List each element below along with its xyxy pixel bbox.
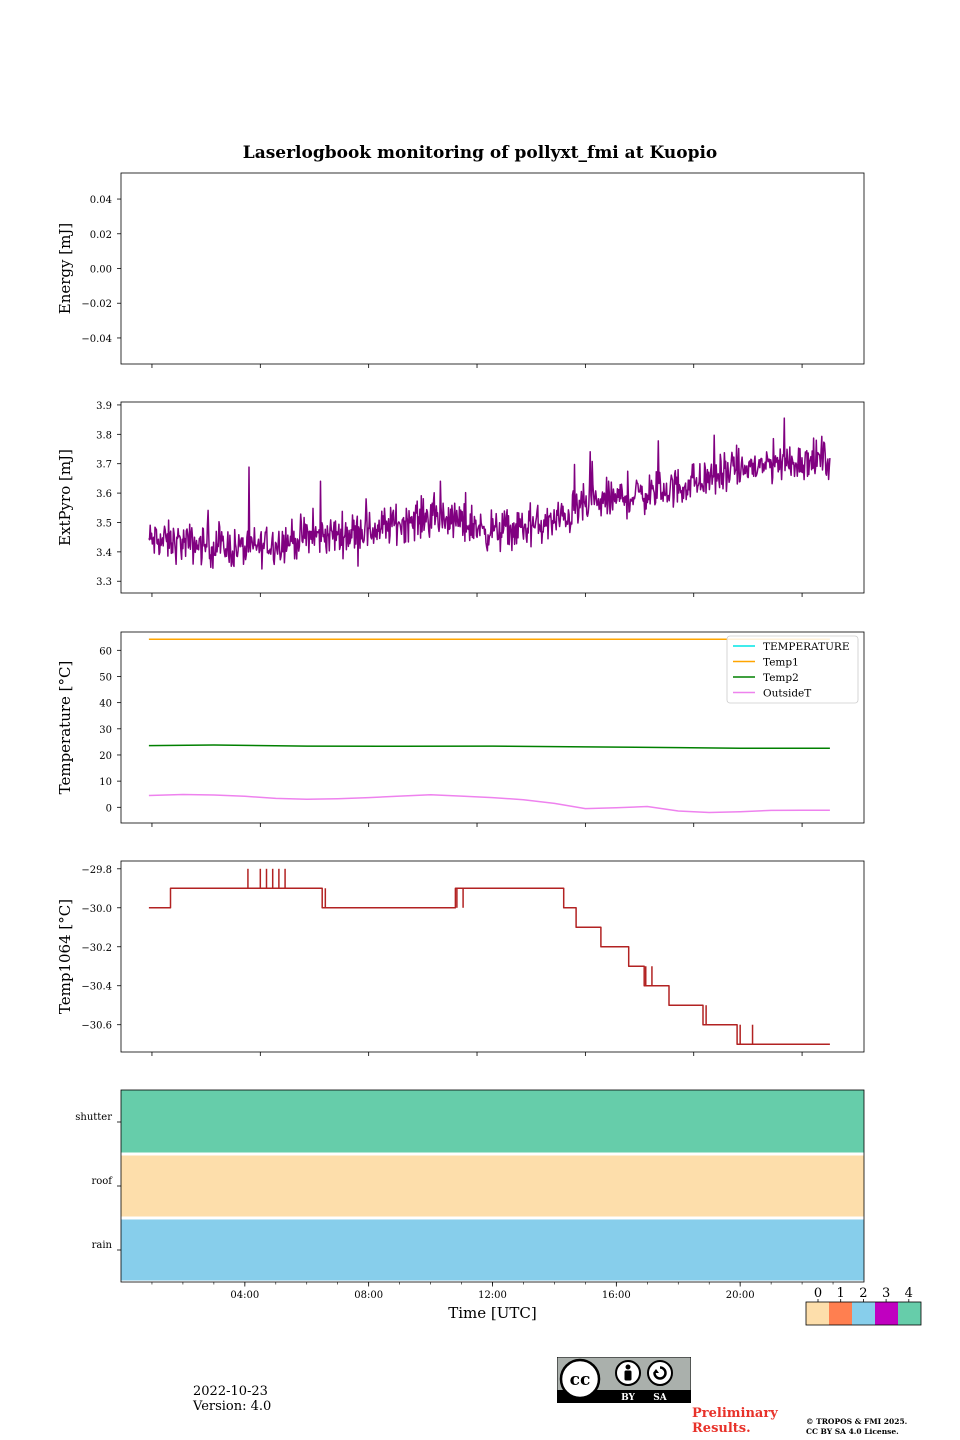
series-line-outsidet (148, 793, 830, 814)
legend-entry: Temp1 (763, 657, 799, 669)
y-tick-label: 3.3 (96, 577, 112, 588)
colorbar-cell (852, 1302, 875, 1325)
cc-logo-text: cc (570, 1370, 591, 1390)
y-tick-label: 60 (99, 646, 112, 657)
panel-3: 0 10 20 30 40 50 60 Temperature [°C] TEMPERATURE… (56, 631, 865, 827)
y-tick-label: 3.6 (96, 489, 112, 500)
copyright-note: © TROPOS & FMI 2025. CC BY SA 4.0 Licens… (806, 1417, 907, 1437)
y-tick-label: 3.4 (96, 548, 112, 559)
plot-frame (120, 860, 865, 1053)
y-tick-label: 3.5 (96, 518, 112, 529)
x-tick-label: 20:00 (726, 1290, 755, 1301)
series-group (148, 868, 830, 1045)
cc-license-badge[interactable]: cc BY SA (557, 1357, 691, 1403)
y-tick-label: 0 (106, 803, 112, 814)
status-row-roof (121, 1155, 864, 1217)
version-label: Version: 4.0 (193, 1399, 272, 1414)
plot-frame (120, 631, 865, 824)
row-label-shutter: shutter (75, 1112, 112, 1123)
preliminary-line2: Results. (692, 1421, 751, 1436)
y-tick-label: 3.9 (96, 401, 112, 412)
run-date: 2022-10-23 (193, 1384, 268, 1399)
y-tick-label: 20 (99, 751, 112, 762)
row-label-rain: rain (92, 1240, 113, 1251)
y-tick-label: −30.2 (81, 943, 112, 954)
y-tick-label: 3.8 (96, 430, 112, 441)
copyright-line1: © TROPOS & FMI 2025. (806, 1417, 908, 1426)
figure-title: Laserlogbook monitoring of pollyxt_fmi a… (243, 143, 718, 163)
legend-box (726, 635, 859, 704)
series-line-temp1064 (148, 887, 830, 1045)
footer-info: 2022-10-23 Version: 4.0 (193, 1384, 271, 1414)
plot-frame (120, 401, 865, 594)
plot-frame (120, 172, 865, 365)
plot-background (121, 173, 864, 364)
sa-label: SA (653, 1393, 667, 1403)
y-tick-label: 3.7 (96, 460, 112, 471)
cc-logo-icon (559, 1358, 601, 1400)
status-row-rain (121, 1219, 864, 1281)
y-tick-label: 0.04 (90, 195, 112, 206)
y-axis-label: ExtPyro [mJ] (56, 449, 74, 546)
y-tick-label: 50 (99, 672, 112, 683)
y-tick-label: −29.8 (81, 865, 112, 876)
by-label: BY (621, 1393, 635, 1403)
y-tick-label: −0.02 (81, 299, 112, 310)
colorbar-cell (829, 1302, 852, 1325)
y-tick-label: 0.02 (90, 230, 112, 241)
x-tick-label: 12:00 (478, 1290, 507, 1301)
y-axis-label: Energy [mJ] (56, 223, 74, 314)
status-row-shutter (121, 1090, 864, 1153)
series-line-extpyro (148, 417, 831, 570)
colorbar-tick-label: 2 (859, 1286, 867, 1301)
colorbar-cell (875, 1302, 898, 1325)
series-line-temp2 (148, 744, 830, 749)
x-tick-label: 08:00 (354, 1290, 383, 1301)
panel-2: 3.3 3.4 3.5 3.6 3.7 3.8 3.9 ExtPyro [mJ] (56, 401, 865, 597)
plot-background (121, 861, 864, 1052)
colorbar-cell (898, 1302, 921, 1325)
x-tick-label: 04:00 (230, 1290, 259, 1301)
legend-entry: Temp2 (763, 672, 799, 684)
share-alike-icon (647, 1360, 673, 1386)
y-tick-label: −30.4 (81, 982, 112, 993)
series-group (148, 417, 831, 570)
row-label-roof: roof (91, 1176, 113, 1187)
series-group (148, 638, 830, 814)
y-axis-label: Temp1064 [°C] (56, 899, 74, 1014)
x-tick-label: 16:00 (602, 1290, 631, 1301)
y-tick-label: 0.00 (90, 265, 112, 276)
preliminary-line1: Preliminary (692, 1406, 778, 1421)
legend-entry: OutsideT (763, 688, 811, 700)
colorbar-tick-label: 1 (837, 1286, 845, 1301)
x-axis-label: Time [UTC] (448, 1304, 537, 1322)
y-tick-label: 40 (99, 699, 112, 710)
colorbar-tick-label: 3 (882, 1286, 890, 1301)
y-tick-label: 10 (99, 777, 112, 788)
copyright-line2: CC BY SA 4.0 License. (806, 1427, 899, 1436)
plot-background (121, 402, 864, 593)
panel-4: −29.8 −30.0 −30.2 −30.4 −30.6 Temp1064 [°C] (56, 860, 865, 1056)
colorbar-tick-label: 4 (905, 1286, 913, 1301)
y-tick-label: −30.6 (81, 1021, 112, 1032)
colorbar-cell (806, 1302, 829, 1325)
y-axis-label: Temperature [°C] (56, 661, 74, 795)
preliminary-note: Preliminary Results. (692, 1406, 778, 1436)
y-tick-label: −30.0 (81, 904, 112, 915)
legend-entry: TEMPERATURE (763, 641, 850, 653)
panel-status: shutter roof rain 04:00 08:00 12:00 16:00 20:00… (75, 1089, 865, 1322)
y-tick-label: −0.04 (81, 334, 112, 345)
panel-1: 0.04 0.02 0.00 −0.02 −0.04 Energy [mJ] (56, 172, 865, 368)
colorbar-tick-label: 0 (814, 1286, 822, 1301)
y-tick-label: 30 (99, 725, 112, 736)
